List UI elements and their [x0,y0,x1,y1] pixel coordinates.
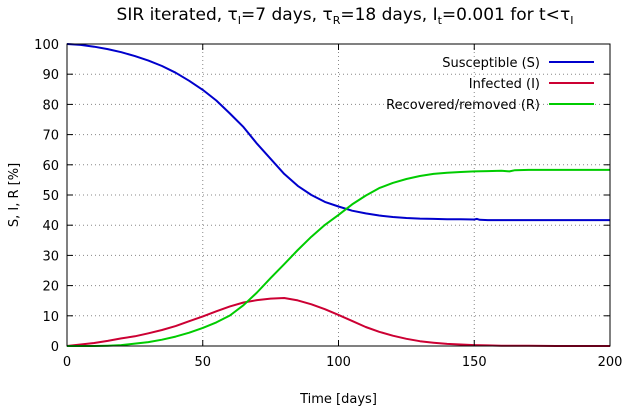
y-tick-label: 100 [34,38,59,53]
title-i: I [433,5,438,25]
y-tick-label: 30 [42,249,59,264]
title-prefix: SIR iterated, [117,5,228,25]
chart-title: SIR iterated, τI=7 days, τR=18 days, It=… [117,5,574,27]
x-tick-label: 150 [462,355,487,370]
legend-label: Infected (I) [469,77,540,92]
title-tau-r-value: =18 days, [340,5,432,25]
series-line-3 [67,168,610,347]
x-tick-label: 100 [326,355,351,370]
y-tick-label: 50 [42,189,59,204]
y-tick-label: 90 [42,68,59,83]
x-tick-label: 50 [194,355,211,370]
title-i-sub: t [438,14,443,27]
legend-label: Recovered/removed (R) [386,98,540,113]
x-tick-label: 200 [598,355,623,370]
y-tick-label: 80 [42,98,59,113]
title-tau-i-sub: I [238,14,241,27]
y-tick-label: 20 [42,280,59,295]
title-tau-i: τ [228,5,238,25]
title-last-tau: τ [560,5,570,25]
title-last-sub: I [570,14,573,27]
legend-label: Susceptible (S) [442,56,540,71]
title-tau-r-sub: R [333,14,341,27]
y-axis-label: S, I, R [%] [7,163,22,227]
series-line-1 [66,43,610,222]
title-i-value: =0.001 for t< [442,5,560,25]
y-tick-label: 70 [42,129,59,144]
legend: Susceptible (S) Infected (I) Recovered/rem… [386,56,594,113]
series-line-2 [66,297,610,347]
axis-ticks: 0 50 100 150 200 0 10 20 30 40 50 60 70 80 90 100 [34,38,622,370]
grid [67,44,610,346]
title-tau-i-value: =7 days, [241,5,322,25]
y-tick-label: 10 [42,310,59,325]
x-tick-label: 0 [63,355,71,370]
y-tick-label: 40 [42,219,59,234]
y-tick-label: 60 [42,159,59,174]
y-tick-label: 0 [51,340,59,355]
title-tau-r: τ [322,5,332,25]
x-axis-label: Time [days] [299,392,377,407]
